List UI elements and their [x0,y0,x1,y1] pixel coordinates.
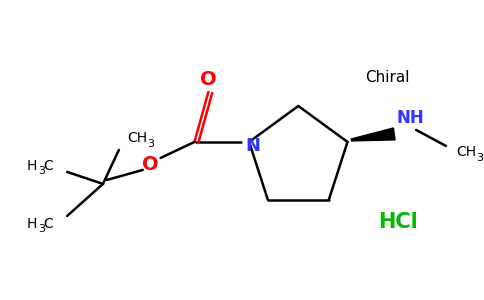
Text: 3: 3 [38,166,45,176]
Text: 3: 3 [38,224,45,234]
Text: CH: CH [127,131,147,145]
Text: 3: 3 [147,139,154,149]
Text: H: H [27,217,37,231]
Text: O: O [142,155,159,174]
Text: HCl: HCl [378,212,418,232]
Text: CH: CH [456,145,476,159]
Text: O: O [200,70,217,89]
Text: Chiral: Chiral [365,70,410,86]
Text: NH: NH [396,109,424,127]
Text: C: C [44,217,53,231]
Text: C: C [44,159,53,173]
Text: N: N [245,137,260,155]
Polygon shape [351,128,395,141]
Text: H: H [27,159,37,173]
Text: 3: 3 [476,153,483,163]
